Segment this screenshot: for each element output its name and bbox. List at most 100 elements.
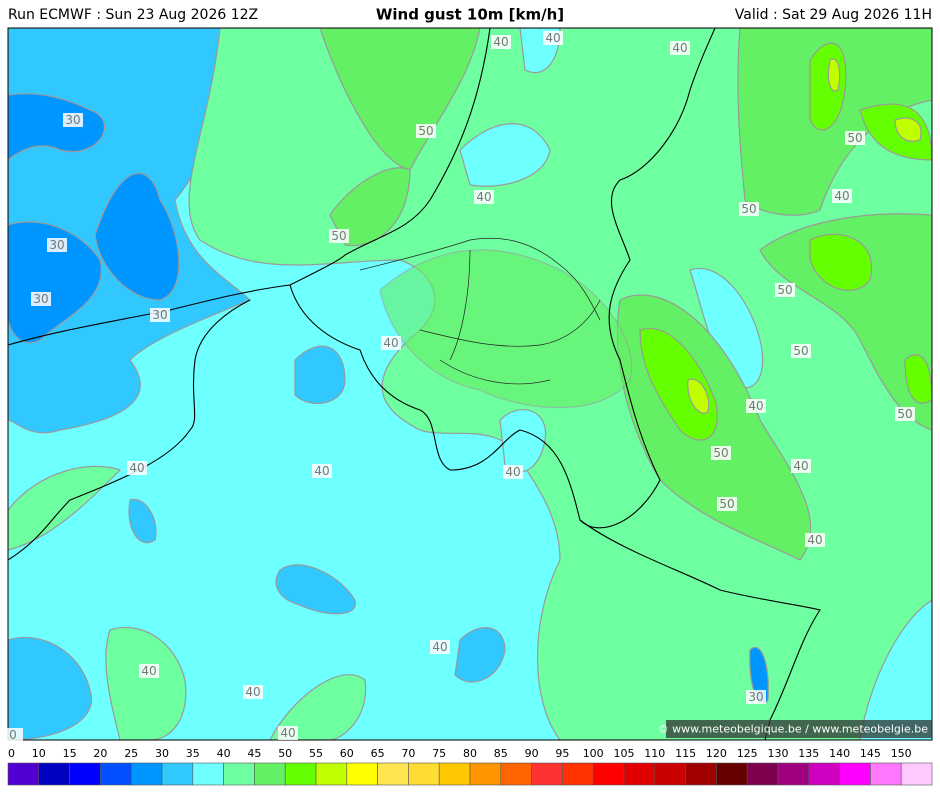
- colorbar-swatch: [500, 762, 532, 786]
- colorbar-swatch: [192, 762, 224, 786]
- zone-50: [809, 233, 873, 291]
- colorbar-swatch: [623, 762, 656, 786]
- contour-label-bg: [416, 124, 436, 138]
- colorbar-swatch: [531, 762, 563, 786]
- contour-label: 40: [314, 464, 329, 478]
- zone-55: [687, 378, 710, 414]
- colorbar-tick-label: 105: [614, 747, 635, 760]
- contour-label: 40: [141, 664, 156, 678]
- contour-label-bg: [543, 31, 563, 45]
- colorbar-tick-label: 135: [798, 747, 819, 760]
- valid-label: Valid : Sat 29 Aug 2026 11H: [735, 7, 932, 23]
- colorbar-tick-label: 50: [278, 747, 292, 760]
- colorbar-swatch: [716, 762, 748, 786]
- contour-label-bg: [791, 459, 811, 473]
- colorbar-swatch: [777, 762, 810, 786]
- coastline: [8, 28, 491, 346]
- colorbar-swatch: [654, 762, 686, 786]
- contour-label-bg: [31, 292, 51, 306]
- colorbar-swatch: [438, 762, 471, 786]
- colorbar-tick-label: 70: [401, 747, 415, 760]
- colorbar-swatch: [900, 762, 933, 786]
- contour-label: 40: [476, 190, 491, 204]
- contour-label-bg: [845, 131, 865, 145]
- colorbar-swatch: [839, 762, 871, 786]
- colorbar-swatch: [592, 762, 625, 786]
- contour-label-bg: [791, 344, 811, 358]
- colorbar-swatch: [69, 762, 101, 786]
- colorbar-swatch: [315, 762, 348, 786]
- contour-label-bg: [139, 664, 159, 678]
- colorbar-tick-label: 120: [706, 747, 727, 760]
- zone-30: [454, 627, 506, 683]
- contour-label: 40: [807, 533, 822, 547]
- colorbar: 0 10 15 20 25 30 35 40 45 50 55 60 65 70 75 80 85 90 95 100…: [7, 747, 933, 786]
- zone-25: [8, 93, 105, 161]
- contour-label-bg: [503, 465, 523, 479]
- colorbar-tick-label: 100: [583, 747, 604, 760]
- colorbar-tick-label: 150: [891, 747, 912, 760]
- contour-label-bg: [381, 336, 401, 350]
- contour-label-bg: [775, 283, 795, 297]
- contour-label: 50: [741, 202, 756, 216]
- colorbar-swatch: [130, 762, 163, 786]
- contour-label-bg: [312, 464, 332, 478]
- contour-label: 50: [793, 344, 808, 358]
- zone-35: [459, 123, 551, 187]
- contour-label: 40: [383, 336, 398, 350]
- contour-label: 40: [793, 459, 808, 473]
- contour-label-bg: [127, 461, 147, 475]
- map-frame: [7, 27, 933, 741]
- contour-label: 40: [280, 726, 295, 740]
- contour-label: 50: [713, 446, 728, 460]
- contour-label: 30: [152, 308, 167, 322]
- colorbar-tick-label: 65: [371, 747, 385, 760]
- colorbar-swatch: [161, 762, 194, 786]
- colorbar-swatch: [346, 762, 378, 786]
- colorbar-swatch: [7, 762, 40, 786]
- contour-label: 50: [418, 124, 433, 138]
- map-title: Wind gust 10m [km/h]: [376, 6, 564, 24]
- colorbar-tick-label: 125: [737, 747, 758, 760]
- contour-label-bg: [243, 685, 263, 699]
- run-label: Run ECMWF : Sun 23 Aug 2026 12Z: [8, 7, 258, 23]
- colorbar-tick-label: 25: [124, 747, 138, 760]
- colorbar-tick-label: 80: [463, 747, 477, 760]
- colorbar-tick-label: 45: [247, 747, 261, 760]
- border: [289, 28, 716, 529]
- colorbar-tick-label: 75: [432, 747, 446, 760]
- contour-label: 50: [897, 407, 912, 421]
- colorbar-swatch: [38, 762, 70, 786]
- contour-labels: 40 40 40 30 50 50 40 50 40 30 50 30 30 50 40 50 40 50 40 40…: [3, 31, 915, 742]
- zone-25: [94, 172, 180, 301]
- colorbar-tick-label: 30: [155, 747, 169, 760]
- colorbar-tick-label: 35: [186, 747, 200, 760]
- zone-30: [128, 498, 157, 544]
- contour-label-bg: [63, 113, 83, 127]
- zone-55: [894, 117, 922, 142]
- colorbar-tick-label: 0: [8, 747, 15, 760]
- colorbar-tick-label: 90: [525, 747, 539, 760]
- zone-55: [827, 58, 841, 92]
- contour-label: 40: [672, 41, 687, 55]
- contour-label: 40: [505, 465, 520, 479]
- zone-30: [294, 345, 346, 404]
- zone-40: [105, 626, 187, 740]
- colorbar-swatch: [377, 762, 409, 786]
- contour-label-bg: [150, 308, 170, 322]
- contour-label-bg: [278, 726, 298, 740]
- zone-40: [8, 465, 122, 551]
- contour-label: 40: [545, 31, 560, 45]
- colorbar-tick-label: 115: [675, 747, 696, 760]
- colorbar-tick-label: 10: [32, 747, 46, 760]
- colorbar-swatch: [408, 762, 440, 786]
- contour-label-bg: [746, 690, 766, 704]
- colorbar-tick-label: 55: [309, 747, 323, 760]
- zone-45: [759, 213, 932, 431]
- credit: © www.meteobelgique.be / www.meteobelgie…: [658, 723, 929, 736]
- zone-35: [689, 267, 764, 389]
- contour-label-bg: [3, 728, 23, 742]
- zone-45: [379, 249, 633, 409]
